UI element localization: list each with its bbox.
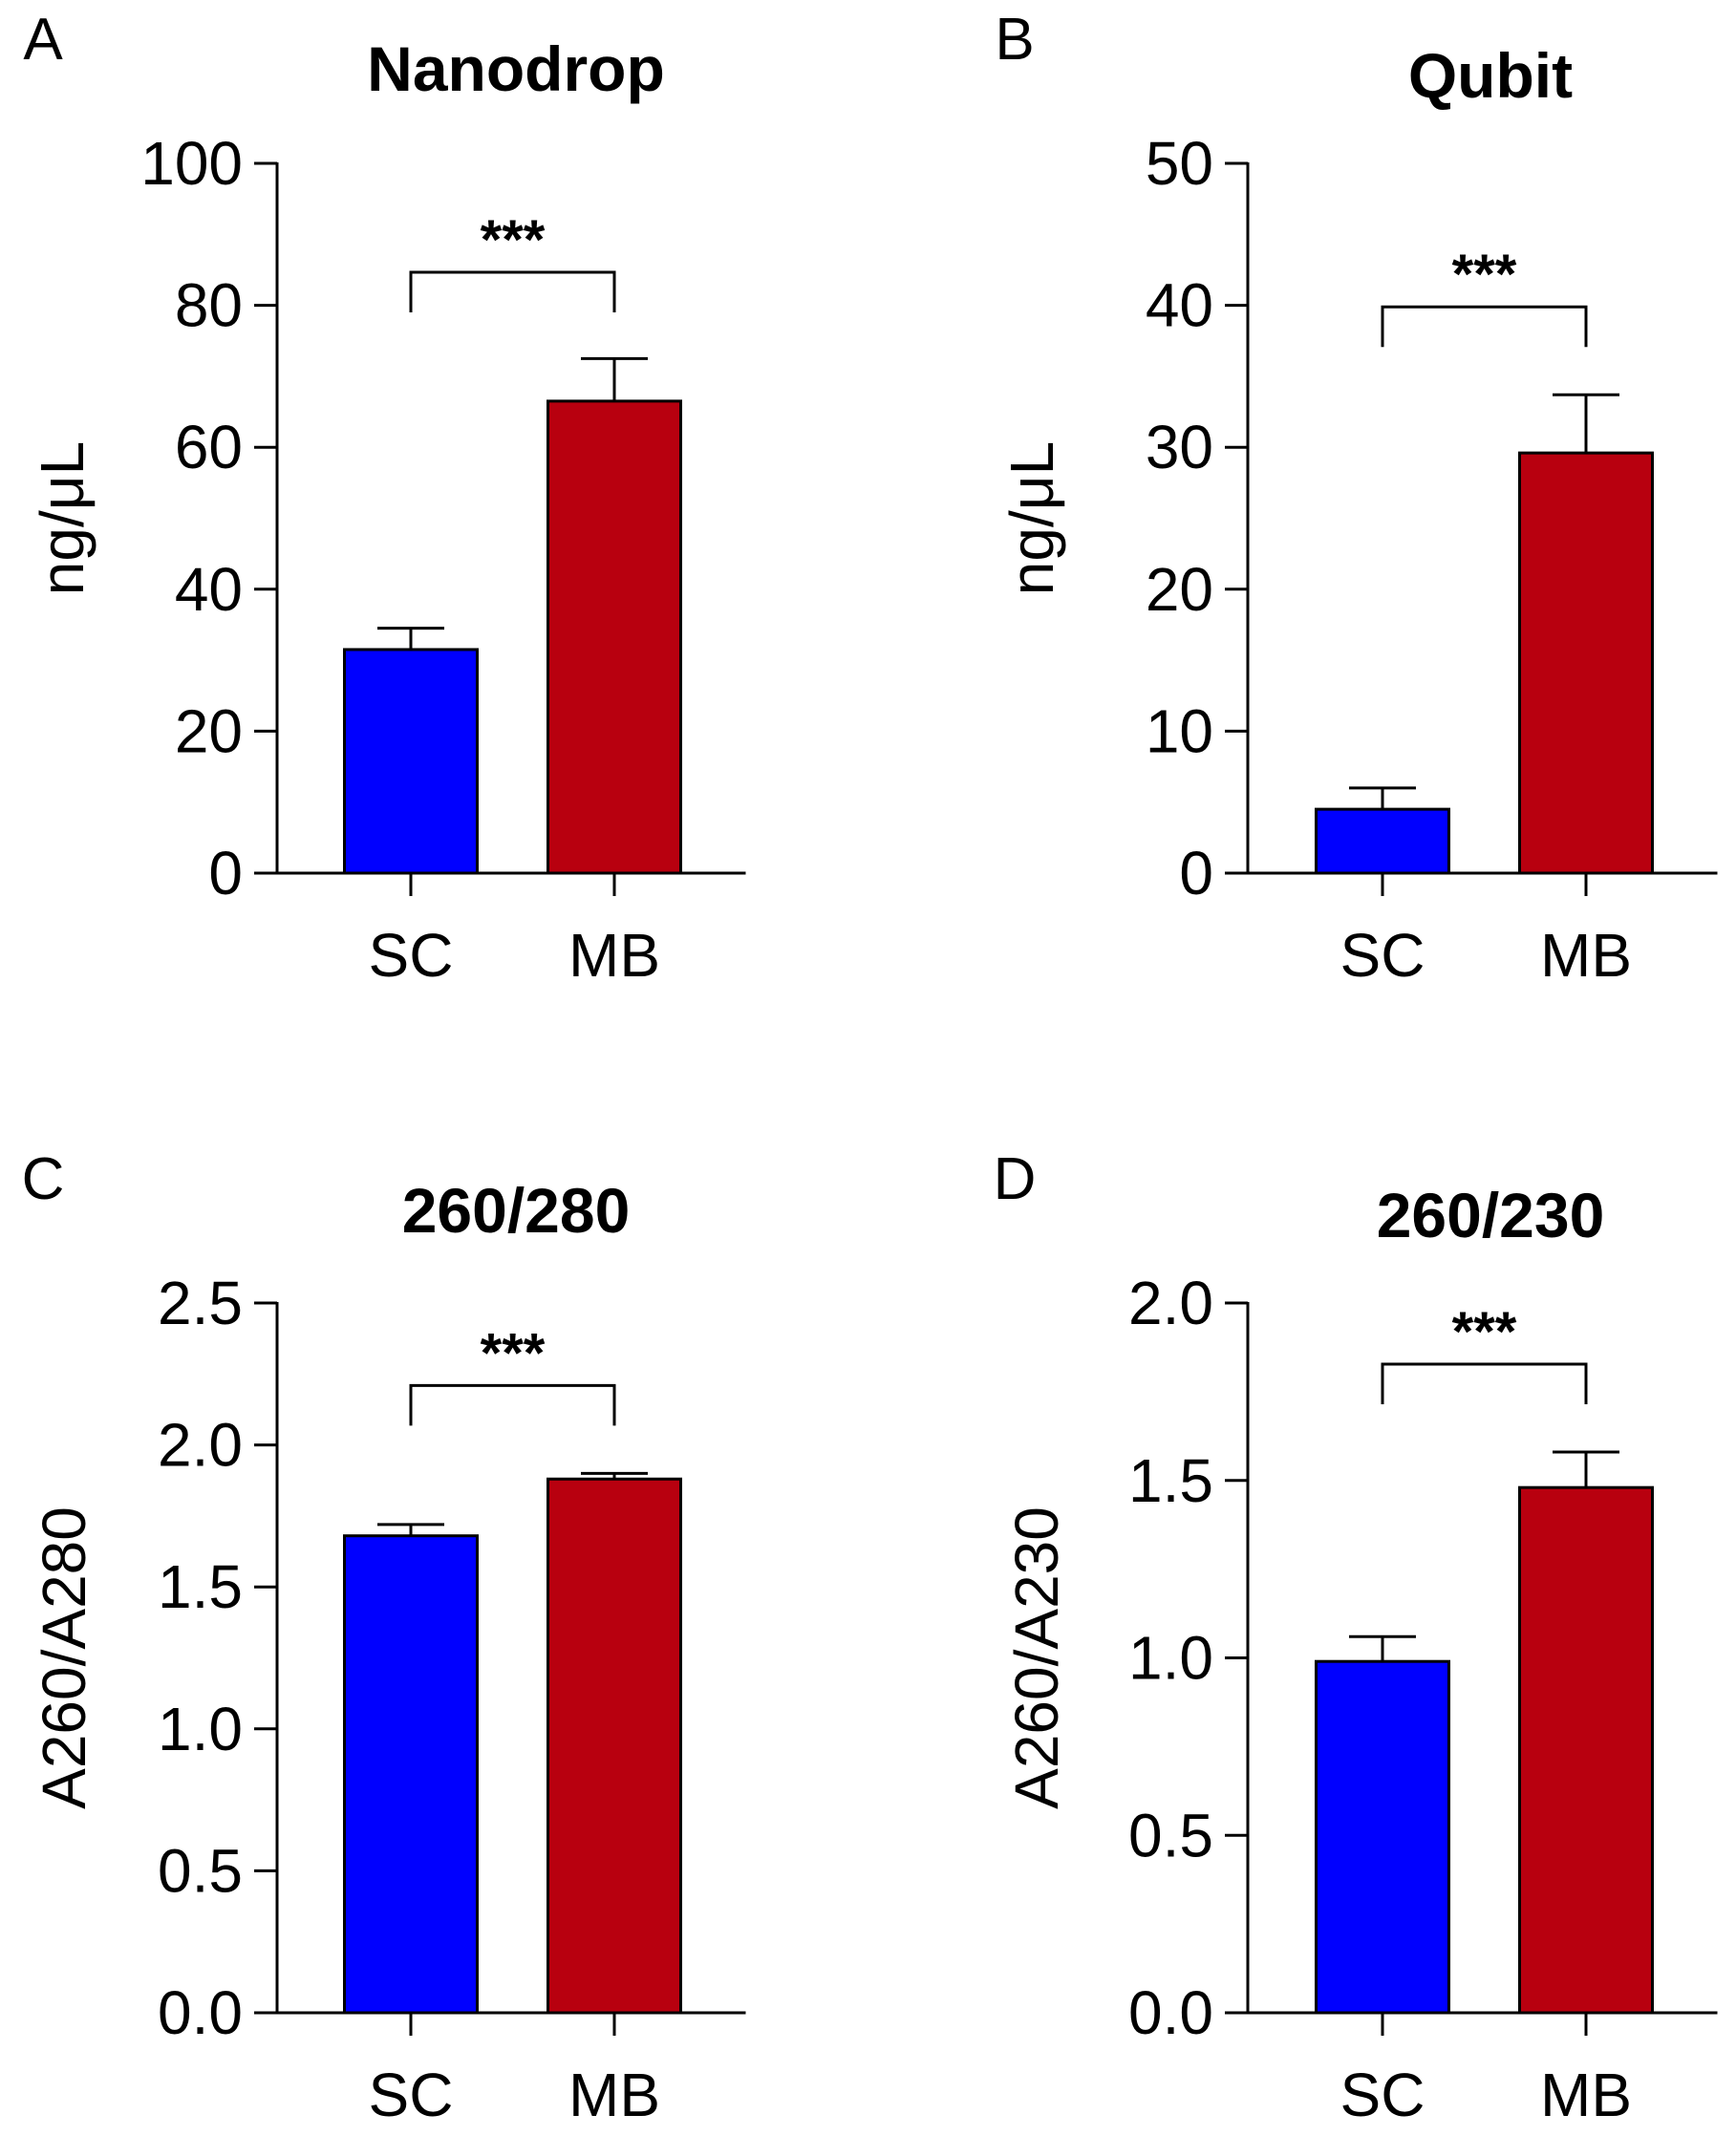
y-tick-label: 2.5 <box>158 1269 243 1337</box>
significance-bracket <box>409 270 616 312</box>
y-tick-label: 0.0 <box>1128 1978 1213 2047</box>
y-tick-label: 50 <box>1146 129 1213 198</box>
bar-mb <box>547 1477 682 2015</box>
y-tick-label: 1.0 <box>1128 1624 1213 1693</box>
y-tick-label: 0 <box>1179 839 1213 908</box>
panel-b: B Qubit ng/μL 0 10 20 30 40 50 SC MB *** <box>995 7 1718 990</box>
panel-label: D <box>994 1146 1037 1212</box>
panel-a: A Nanodrop ng/μL 0 20 40 60 80 100 SC MB *** <box>23 7 746 990</box>
x-tick-label-sc: SC <box>1340 921 1425 990</box>
y-axis-label: ng/μL <box>997 441 1066 595</box>
bar-mb <box>1518 451 1654 875</box>
bar-sc <box>1315 1659 1450 2015</box>
x-tick-label-sc: SC <box>369 2061 454 2129</box>
y-tick-label: 0.0 <box>158 1978 243 2047</box>
significance-label: *** <box>481 209 546 271</box>
bar-mb <box>1518 1485 1654 2015</box>
panel-c: C 260/280 A260/A280 0.0 0.5 1.0 1.5 2.0 2.5 SC MB *… <box>22 1146 746 2129</box>
y-tick-label: 80 <box>175 271 243 340</box>
bar-mb <box>547 399 682 875</box>
y-tick-label: 10 <box>1146 696 1213 765</box>
panel-label: B <box>995 7 1034 73</box>
y-tick-label: 100 <box>140 129 243 198</box>
y-tick-label: 40 <box>1146 271 1213 340</box>
chart-title: Nanodrop <box>367 33 665 104</box>
significance-label: *** <box>1452 244 1517 306</box>
significance-bracket <box>1381 1362 1588 1405</box>
y-tick-label: 60 <box>175 413 243 481</box>
bar-sc <box>343 648 479 875</box>
significance-bracket <box>1381 305 1588 348</box>
x-tick-label-mb: MB <box>568 921 660 990</box>
panel-d: D 260/230 A260/A230 0.0 0.5 1.0 1.5 2.0 SC MB *** <box>994 1146 1718 2129</box>
x-tick-label-sc: SC <box>369 921 454 990</box>
y-tick-label: 40 <box>175 555 243 624</box>
bar-sc <box>1315 807 1450 875</box>
y-tick-label: 1.5 <box>158 1552 243 1621</box>
y-tick-label: 2.0 <box>158 1411 243 1480</box>
y-tick-label: 1.0 <box>158 1695 243 1763</box>
y-axis-label: A260/A230 <box>1002 1506 1071 1809</box>
y-tick-label: 30 <box>1146 413 1213 481</box>
panel-label: C <box>22 1146 65 1212</box>
y-tick-label: 1.5 <box>1128 1446 1213 1515</box>
y-tick-label: 0 <box>208 839 243 908</box>
y-tick-label: 0.5 <box>158 1836 243 1905</box>
x-tick-label-sc: SC <box>1340 2061 1425 2129</box>
y-axis-label: ng/μL <box>28 441 96 595</box>
chart-title: Qubit <box>1408 40 1573 111</box>
chart-title: 260/230 <box>1377 1180 1605 1250</box>
significance-label: *** <box>481 1322 546 1384</box>
bar-sc <box>343 1534 479 2015</box>
y-axis-label: A260/A280 <box>30 1506 98 1809</box>
x-tick-label-mb: MB <box>568 2061 660 2129</box>
significance-bracket <box>409 1383 616 1426</box>
x-tick-label-mb: MB <box>1540 2061 1632 2129</box>
panel-label: A <box>23 7 63 73</box>
y-tick-label: 0.5 <box>1128 1801 1213 1869</box>
y-tick-label: 20 <box>175 696 243 765</box>
y-tick-label: 20 <box>1146 555 1213 624</box>
significance-label: *** <box>1452 1301 1517 1363</box>
x-tick-label-mb: MB <box>1540 921 1632 990</box>
y-tick-label: 2.0 <box>1128 1269 1213 1337</box>
chart-title: 260/280 <box>402 1175 631 1246</box>
